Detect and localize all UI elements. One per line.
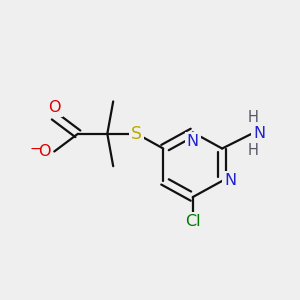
Text: O: O (48, 100, 61, 115)
Text: O: O (38, 144, 51, 159)
Text: N: N (187, 134, 199, 149)
Text: −: − (29, 142, 41, 156)
Text: Cl: Cl (185, 214, 200, 230)
Text: H: H (248, 110, 259, 125)
Text: H: H (248, 142, 259, 158)
Text: S: S (131, 125, 142, 143)
Text: N: N (253, 126, 265, 141)
Text: N: N (224, 173, 237, 188)
